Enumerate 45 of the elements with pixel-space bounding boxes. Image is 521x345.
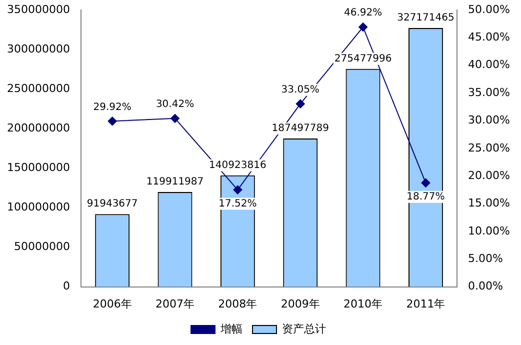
y-tick-label: 0 bbox=[62, 280, 70, 293]
y2-tick-label: 5.00% bbox=[468, 252, 504, 265]
data-label: 275477996 bbox=[334, 54, 392, 65]
data-label: 187497789 bbox=[272, 123, 329, 134]
data-label: 46.92% bbox=[344, 8, 382, 19]
data-label: 327171465 bbox=[397, 12, 454, 24]
legend-label: 资产总计 bbox=[282, 322, 326, 336]
data-label: 33.05% bbox=[281, 84, 320, 96]
x-tick-label: 2007年 bbox=[156, 297, 195, 310]
x-tick-label: 2008年 bbox=[218, 297, 258, 310]
y-tick-label: 100000000 bbox=[6, 200, 70, 214]
y2-tick-label: 25.00% bbox=[468, 141, 510, 154]
y2-tick-label: 30.00% bbox=[468, 114, 510, 127]
y-tick-label: 150000000 bbox=[6, 161, 70, 174]
data-label: 29.92% bbox=[93, 102, 132, 113]
y-tick-label: 50000000 bbox=[14, 240, 70, 254]
y-tick-label: 250000000 bbox=[6, 82, 70, 95]
point bbox=[108, 116, 117, 126]
data-label: 140923816 bbox=[209, 160, 266, 171]
x-tick-label: 2010年 bbox=[344, 297, 383, 310]
x-tick-label: 2006年 bbox=[92, 297, 132, 310]
y2-tick-label: 40.00% bbox=[468, 58, 510, 72]
point bbox=[233, 185, 242, 194]
y2-tick-label: 50.00% bbox=[468, 2, 510, 16]
y-tick-label: 350000000 bbox=[6, 2, 70, 16]
point bbox=[170, 114, 180, 123]
data-label: 119911987 bbox=[146, 176, 204, 188]
data-label: 91943677 bbox=[86, 198, 138, 210]
point bbox=[421, 178, 430, 188]
point bbox=[296, 99, 305, 108]
legend-label: 增幅 bbox=[220, 322, 242, 336]
y-tick-label: 300000000 bbox=[6, 42, 70, 56]
y2-tick-label: 20.00% bbox=[468, 168, 510, 182]
point bbox=[358, 22, 368, 32]
y2-tick-label: 15.00% bbox=[468, 196, 510, 210]
data-label: 18.77% bbox=[406, 191, 445, 202]
data-label: 17.52% bbox=[218, 198, 257, 210]
y2-tick-label: 0.00% bbox=[468, 280, 504, 293]
y2-tick-label: 35.00% bbox=[468, 86, 510, 99]
data-label: 30.42% bbox=[156, 98, 194, 110]
y2-tick-label: 10.00% bbox=[468, 224, 510, 238]
x-tick-label: 2009年 bbox=[280, 297, 320, 310]
y-tick-label: 200000000 bbox=[6, 121, 70, 134]
x-tick-label: 2011年 bbox=[406, 297, 446, 310]
y2-tick-label: 45.00% bbox=[468, 30, 510, 44]
